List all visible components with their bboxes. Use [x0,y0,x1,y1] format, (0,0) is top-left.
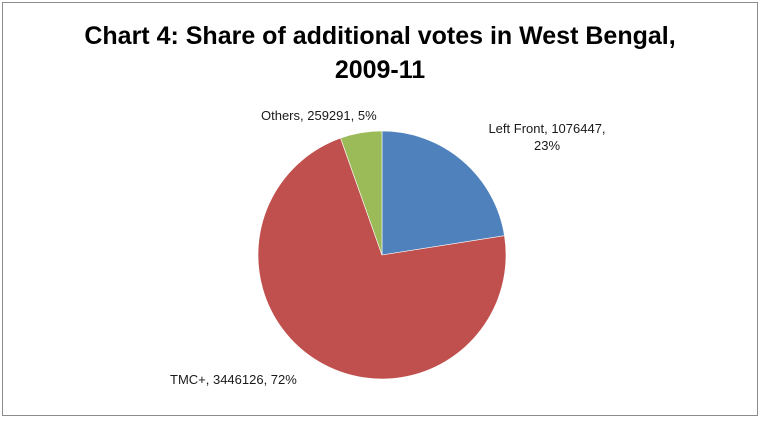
data-label-left-front-line-2: 23% [533,138,561,153]
pie-slice-left-front [381,130,505,256]
data-label-left-front: Left Front, 1076447, 23% [473,120,621,154]
data-label-tmc-line-1: TMC+, 3446126, 72% [170,372,297,387]
pie-slice-tmc [257,137,507,380]
data-label-others-line-1: Others, 259291, 5% [261,108,377,123]
chart-area: Chart 4: Share of additional votes in We… [2,2,758,416]
pie-chart [257,130,507,380]
pie-slice-others [340,130,383,256]
chart-title-line-2: 2009-11 [334,56,426,84]
chart-title-line-1: Chart 4: Share of additional votes in We… [84,22,676,50]
data-label-left-front-line-1: Left Front, 1076447, [488,121,606,136]
data-label-others: Others, 259291, 5% [261,107,377,124]
chart-title: Chart 4: Share of additional votes in We… [3,19,757,87]
data-label-tmc: TMC+, 3446126, 72% [170,371,297,388]
